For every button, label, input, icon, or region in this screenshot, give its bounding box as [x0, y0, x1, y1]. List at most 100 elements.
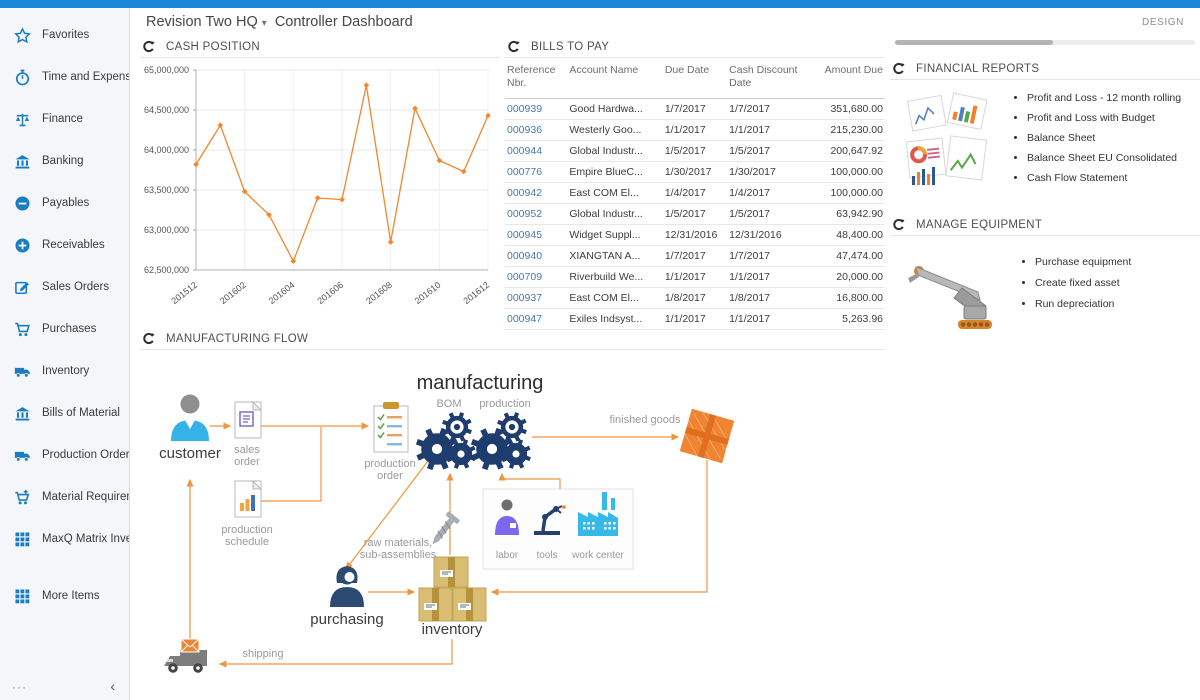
sidebar-item-receivables[interactable]: Receivables [0, 224, 129, 266]
due-date-cell: 12/31/2016 [662, 224, 728, 247]
refresh-icon[interactable] [142, 40, 155, 53]
column-header-amount-due[interactable]: Amount Due [811, 58, 885, 100]
truck-icon [12, 361, 32, 381]
flow-label-production-schedule: production schedule [221, 524, 273, 549]
arrow-finished-goods-to-inventory [490, 460, 708, 596]
column-header-cash-discount-date[interactable]: Cash Discount Date [727, 58, 812, 100]
flow-label-finished-goods: finished goods [609, 414, 681, 426]
flow-label-raw-materials: raw materials, sub-assemblies [359, 537, 437, 562]
table-row: 000944 Global Industr... 1/5/2017 1/5/2017 2… [505, 140, 885, 163]
refresh-icon[interactable] [892, 62, 905, 75]
reference-link[interactable]: 000709 [507, 271, 543, 284]
reference-link[interactable]: 000937 [507, 292, 543, 305]
stopwatch-icon [12, 67, 32, 87]
reference-link[interactable]: 000942 [507, 187, 543, 200]
horizontal-scrollbar-track[interactable] [895, 40, 1195, 45]
raw-materials-screw-icon [432, 511, 460, 545]
bills-to-pay-header: BILLS TO PAY [505, 38, 885, 58]
reference-link[interactable]: 000939 [507, 103, 543, 116]
sidebar-item-label: MaxQ Matrix Invent... [42, 533, 129, 545]
due-date-cell: 1/30/2017 [662, 161, 728, 184]
flow-label-bom: BOM [436, 398, 462, 410]
svg-text:201604: 201604 [267, 280, 297, 306]
page-title: Controller Dashboard [274, 14, 413, 30]
sidebar-item-finance[interactable]: Finance [0, 98, 129, 140]
reference-link[interactable]: 000940 [507, 250, 543, 263]
equipment-links: Purchase equipment Create fixed asset Run … [1022, 256, 1131, 319]
flow-label-tools: tools [536, 550, 558, 561]
refresh-icon[interactable] [507, 40, 520, 53]
bank-icon [12, 151, 32, 171]
sidebar-item-purchases[interactable]: Purchases [0, 308, 129, 350]
reference-nbr-cell: 000942 [505, 182, 568, 205]
column-header-reference-nbr[interactable]: Reference Nbr. [505, 58, 568, 100]
sidebar-item-label: Bills of Material [42, 407, 120, 419]
sidebar-item-banking[interactable]: Banking [0, 140, 129, 182]
amount-due-cell: 16,800.00 [811, 287, 885, 310]
design-button[interactable]: DESIGN [1142, 17, 1184, 28]
sidebar-item-maxq-matrix-invent[interactable]: MaxQ Matrix Invent... [0, 518, 129, 560]
sidebar-more-dots-icon[interactable]: ··· [12, 680, 27, 694]
column-header-due-date[interactable]: Due Date [662, 58, 728, 100]
table-row: 000947 Exiles Indsyst... 1/1/2017 1/1/2017 5… [505, 308, 885, 331]
account-name-cell: Global Industr... [567, 140, 663, 163]
sidebar-item-material-requirem[interactable]: Material Requirem... [0, 476, 129, 518]
equipment-link-run-depreciation[interactable]: Run depreciation [1035, 298, 1131, 310]
equipment-link-purchase-equipment[interactable]: Purchase equipment [1035, 256, 1131, 268]
refresh-icon[interactable] [892, 218, 905, 231]
account-name-cell: Widget Suppl... [567, 224, 663, 247]
reference-link[interactable]: 000947 [507, 313, 543, 326]
refresh-icon[interactable] [142, 332, 155, 345]
equipment-link-create-fixed-asset[interactable]: Create fixed asset [1035, 277, 1131, 289]
cash-position-header: CASH POSITION [140, 38, 500, 58]
truck-icon [12, 445, 32, 465]
svg-text:64,000,000: 64,000,000 [144, 145, 189, 155]
sidebar-item-favorites[interactable]: Favorites [0, 14, 129, 56]
company-dropdown-caret-icon[interactable]: ▾ [261, 18, 267, 29]
report-link-cash-flow-statement[interactable]: Cash Flow Statement [1027, 172, 1181, 184]
report-link-balance-sheet-eu-consolidated[interactable]: Balance Sheet EU Consolidated [1027, 152, 1181, 164]
finished-goods-box-icon [679, 408, 735, 464]
sidebar-item-time-and-expenses[interactable]: Time and Expenses [0, 56, 129, 98]
sidebar-item-label: Purchases [42, 323, 97, 335]
connector-work-center-to-production [498, 472, 561, 489]
svg-text:201606: 201606 [315, 280, 345, 306]
reference-link[interactable]: 000944 [507, 145, 543, 158]
bills-to-pay-panel: BILLS TO PAY Reference Nbr. Account Name D… [505, 38, 885, 331]
report-link-profit-and-loss-12-month-rolling[interactable]: Profit and Loss - 12 month rolling [1027, 92, 1181, 104]
column-header-account-name[interactable]: Account Name [567, 58, 663, 100]
report-link-profit-and-loss-with-budget[interactable]: Profit and Loss with Budget [1027, 112, 1181, 124]
panel-title: FINANCIAL REPORTS [916, 62, 1040, 75]
flow-label-work-center: work center [572, 550, 624, 561]
sidebar-item-inventory[interactable]: Inventory [0, 350, 129, 392]
sidebar: Favorites Time and Expenses Finance Banking… [0, 8, 130, 700]
sidebar-collapse-chevron-icon[interactable]: ‹ [110, 678, 115, 694]
cash-discount-date-cell: 1/30/2017 [727, 161, 812, 184]
reference-link[interactable]: 000936 [507, 124, 543, 137]
flow-label-production-order: production order [364, 458, 416, 483]
sidebar-item-bills-of-material[interactable]: Bills of Material [0, 392, 129, 434]
tools-robot-arm-icon [534, 505, 566, 535]
company-selector[interactable]: Revision Two HQ [146, 14, 258, 30]
sidebar-item-label: Material Requirem... [42, 491, 129, 503]
cash-discount-date-cell: 1/4/2017 [727, 182, 812, 205]
report-link-balance-sheet[interactable]: Balance Sheet [1027, 132, 1181, 144]
bills-table-header-row: Reference Nbr. Account Name Due Date Cash D… [505, 58, 885, 100]
inventory-boxes-icon [418, 556, 487, 622]
sidebar-item-production-orders[interactable]: Production Orders [0, 434, 129, 476]
account-name-cell: Westerly Goo... [567, 119, 663, 142]
sidebar-item-sales-orders[interactable]: Sales Orders [0, 266, 129, 308]
horizontal-scrollbar-thumb[interactable] [895, 40, 1053, 45]
reference-link[interactable]: 000776 [507, 166, 543, 179]
reference-link[interactable]: 000945 [507, 229, 543, 242]
cash-position-panel: CASH POSITION 62,500,000 63,000,000 63,500… [140, 38, 500, 330]
cash-discount-date-cell: 1/8/2017 [727, 287, 812, 310]
cart-plus-icon [12, 487, 32, 507]
sidebar-item-payables[interactable]: Payables [0, 182, 129, 224]
account-name-cell: Good Hardwa... [567, 98, 663, 121]
reference-link[interactable]: 000952 [507, 208, 543, 221]
sidebar-item-more-items[interactable]: More Items [0, 575, 129, 617]
customer-icon [171, 394, 209, 441]
financial-reports-image [905, 92, 988, 185]
table-row: 000776 Empire BlueC... 1/30/2017 1/30/2017 1… [505, 161, 885, 184]
